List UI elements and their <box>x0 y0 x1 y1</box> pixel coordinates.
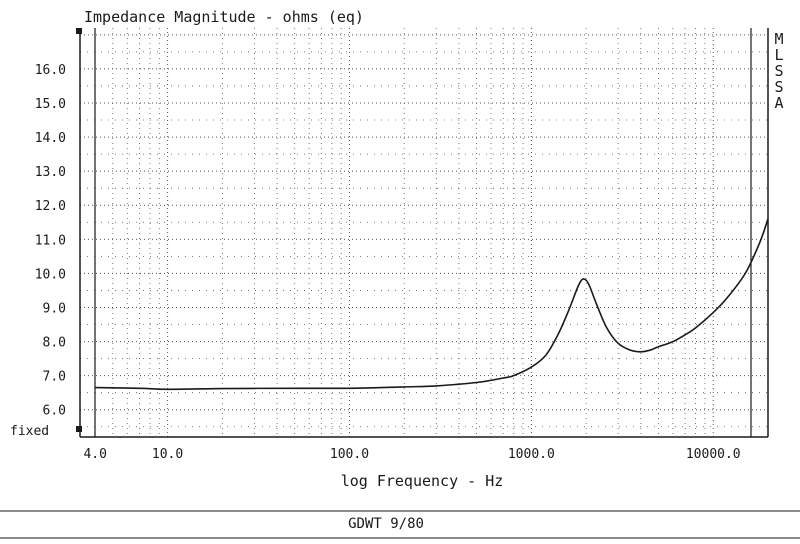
side-label-letter: S <box>774 62 783 80</box>
y-tick-label: 12.0 <box>35 199 66 214</box>
top-marker <box>76 28 82 34</box>
side-label-letter: S <box>774 78 783 96</box>
bottom-marker <box>76 426 82 432</box>
y-tick-label: 13.0 <box>35 165 66 180</box>
x-tick-label: 10000.0 <box>686 447 741 462</box>
chart-title: Impedance Magnitude - ohms (eq) <box>84 8 364 26</box>
side-label-letter: L <box>774 46 783 64</box>
series-layer <box>95 218 769 391</box>
x-tick-label: 4.0 <box>83 447 106 462</box>
grid <box>80 28 769 437</box>
x-tick-label: 100.0 <box>330 447 369 462</box>
x-tick-label: 10.0 <box>152 447 183 462</box>
x-axis-ticks: 4.0 10.0 100.0 1000.0 10000.0 <box>83 447 740 462</box>
y-tick-label: 10.0 <box>35 267 66 282</box>
y-tick-label: 14.0 <box>35 131 66 146</box>
x-tick-label: 1000.0 <box>508 447 555 462</box>
y-tick-label: 7.0 <box>43 370 66 385</box>
fixed-label: fixed <box>10 424 49 439</box>
y-tick-label: 16.0 <box>35 63 66 78</box>
plot-frame <box>76 28 769 438</box>
y-tick-label: 15.0 <box>35 97 66 112</box>
y-tick-label: 11.0 <box>35 233 66 248</box>
y-tick-label: 6.0 <box>43 404 66 419</box>
y-tick-label: 9.0 <box>43 301 66 316</box>
side-label-letter: A <box>774 94 783 112</box>
y-tick-label: 8.0 <box>43 336 66 351</box>
y-axis-ticks: 6.0 7.0 8.0 9.0 10.0 11.0 12.0 13.0 14.0 15.0 16.0 <box>35 63 66 419</box>
side-label-letter: M <box>774 30 783 48</box>
figure-caption: GDWT 9/80 <box>348 516 424 532</box>
impedance-curve <box>95 218 769 391</box>
x-axis-label: log Frequency - Hz <box>341 472 504 490</box>
